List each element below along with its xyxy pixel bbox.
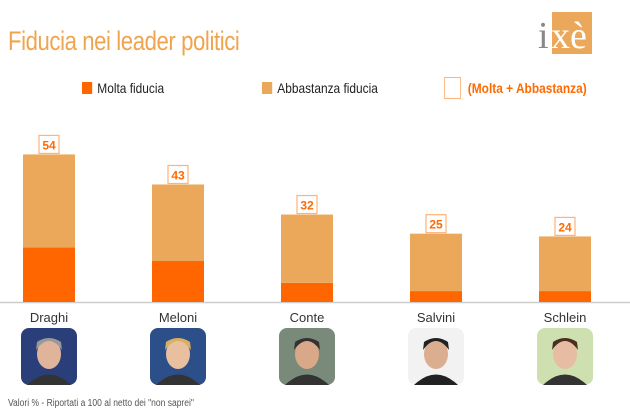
portrait-shoulders — [543, 374, 587, 385]
portrait-shoulders — [414, 374, 458, 385]
bar-abbastanza-salvini — [410, 233, 462, 292]
portrait-hair — [294, 338, 320, 350]
legend-total: (Molta + Abbastanza) — [444, 77, 587, 99]
portrait-shoulders — [27, 374, 71, 385]
legend-swatch-molta — [82, 82, 93, 94]
bar-molta-schlein — [539, 291, 591, 302]
portrait-face — [37, 339, 61, 369]
total-data-label: 54 — [42, 138, 56, 152]
total-label-box — [167, 164, 189, 185]
portrait-shoulders — [156, 374, 200, 385]
svg-text:i: i — [538, 15, 549, 54]
total-data-label: 24 — [558, 220, 572, 234]
svg-text:xè: xè — [551, 15, 587, 54]
portrait-hair — [36, 338, 62, 350]
total-label-box — [38, 134, 60, 155]
category-label: Salvini — [417, 310, 455, 325]
portrait-face — [553, 339, 577, 369]
portrait-face — [424, 339, 448, 369]
portrait-hair — [552, 338, 578, 350]
footnote: Valori % - Riportati a 100 al netto dei … — [8, 398, 194, 409]
portrait-shoulders — [285, 374, 329, 385]
total-data-label: 25 — [429, 218, 443, 232]
bar-abbastanza-meloni — [152, 184, 204, 262]
portrait-hair — [165, 338, 191, 350]
ixe-logo: i xè — [538, 12, 592, 54]
bar-molta-conte — [281, 282, 333, 302]
legend-abbastanza: Abbastanza fiducia — [262, 80, 378, 96]
category-label: Conte — [290, 310, 325, 325]
total-label-box — [425, 214, 447, 234]
legend-label: Abbastanza fiducia — [277, 80, 378, 96]
chart-title: Fiducia nei leader politici — [8, 26, 240, 56]
legend-swatch-abbastanza — [262, 82, 273, 94]
legend-swatch-total — [444, 77, 461, 99]
bar-abbastanza-draghi — [23, 154, 75, 248]
total-data-label: 43 — [171, 168, 185, 182]
bar-molta-meloni — [152, 261, 204, 302]
portrait-hair — [423, 338, 449, 350]
bar-molta-salvini — [410, 291, 462, 302]
legend-label: Molta fiducia — [97, 80, 165, 96]
bar-abbastanza-conte — [281, 214, 333, 283]
category-label: Schlein — [544, 310, 587, 325]
legend-molta: Molta fiducia — [82, 80, 164, 96]
total-label-box — [296, 194, 318, 215]
portrait-face — [166, 339, 190, 369]
total-data-label: 32 — [300, 199, 314, 213]
category-label: Draghi — [30, 310, 68, 325]
bar-molta-draghi — [23, 247, 75, 302]
portrait-face — [295, 339, 319, 369]
legend-label: (Molta + Abbastanza) — [467, 80, 587, 96]
category-label: Meloni — [159, 310, 197, 325]
bar-abbastanza-schlein — [539, 236, 591, 292]
total-label-box — [554, 216, 576, 237]
